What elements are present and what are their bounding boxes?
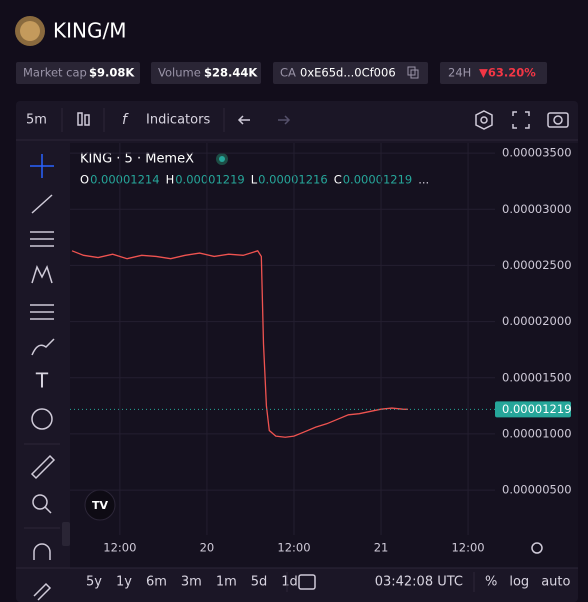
settings-icon — [480, 116, 488, 124]
ohlc-value: 0.00001219 — [175, 173, 245, 187]
redo-icon[interactable] — [278, 115, 291, 125]
brush-tool[interactable] — [31, 338, 55, 356]
pattern-tool[interactable] — [31, 265, 53, 284]
x-tick-label: 12:00 — [451, 541, 484, 555]
stat-value: $28.44K — [204, 66, 258, 80]
magnet-tool[interactable] — [33, 543, 51, 560]
stat-label: Volume — [158, 66, 201, 80]
x-tick-label: 12:00 — [277, 541, 310, 555]
ohlc-legend: O 0.00001214 H 0.00001219 L 0.00001216 C 0.0000… — [80, 173, 429, 187]
scale-option[interactable]: log — [509, 575, 529, 590]
indicators-button[interactable]: Indicators — [146, 113, 210, 128]
zoom-tool[interactable] — [32, 494, 48, 510]
ohlc-value: 0.00001219 — [343, 173, 413, 187]
y-tick-label: 0.00001000 — [502, 426, 572, 440]
range-button[interactable]: 1d — [281, 575, 298, 590]
scale-option[interactable]: auto — [541, 575, 570, 590]
stat-pill — [440, 62, 547, 84]
y-tick-label: 0.00000500 — [502, 483, 572, 497]
stat-value: ▼63.20% — [479, 66, 536, 80]
copy-icon — [410, 69, 419, 79]
range-button[interactable]: 5y — [86, 575, 102, 590]
y-tick-label: 0.00003500 — [502, 146, 572, 160]
y-tick-label: 0.00001500 — [502, 370, 572, 384]
ohlc-key: H — [166, 173, 175, 187]
stat-pill — [16, 62, 140, 84]
fx-icon: f — [122, 112, 129, 128]
text-tool[interactable]: T — [35, 369, 49, 393]
ohlc-value: 0.00001214 — [90, 173, 160, 187]
fullscreen-icon[interactable] — [512, 111, 530, 129]
y-tick-label: 0.00002000 — [502, 314, 572, 328]
stat-pill — [151, 62, 261, 84]
ohlc-more: ... — [418, 173, 429, 187]
plot-background — [70, 143, 578, 568]
stat-value: 0xE65d...0Cf006 — [300, 66, 396, 80]
undo-icon — [237, 115, 244, 125]
ohlc-key: L — [251, 173, 258, 187]
ohlc-value: 0.00001216 — [258, 173, 328, 187]
stat-value: $9.08K — [89, 66, 135, 80]
interval-button[interactable]: 5m — [26, 113, 47, 128]
scale-options: % log auto — [485, 575, 570, 590]
stat-pill[interactable] — [273, 62, 428, 84]
axis-settings-icon[interactable] — [531, 542, 543, 554]
last-price-tag — [495, 401, 571, 418]
range-button[interactable]: 6m — [146, 575, 167, 590]
status-dot — [219, 156, 225, 162]
screenshot-icon[interactable] — [547, 112, 569, 128]
scale-option[interactable]: % — [485, 575, 497, 590]
collapse-handle[interactable] — [62, 522, 70, 546]
x-tick-label: 12:00 — [103, 541, 136, 555]
settings-icon[interactable] — [475, 110, 493, 130]
range-buttons: 5y 1y 6m 3m 1m 5d 1d — [86, 575, 298, 590]
screenshot-icon — [553, 115, 563, 125]
x-tick-label: 21 — [374, 541, 389, 555]
stat-label: CA — [280, 66, 296, 80]
range-button[interactable]: 3m — [181, 575, 202, 590]
last-price-label: 0.00001219 — [502, 402, 572, 416]
chart-title: KING · 5 · MemeX — [80, 152, 194, 167]
clock: 03:42:08 UTC — [375, 575, 463, 590]
date-range-icon[interactable] — [298, 574, 316, 590]
range-button[interactable]: 1m — [216, 575, 237, 590]
tv-logo-text: TV — [92, 499, 109, 512]
candle-icon — [84, 114, 90, 126]
zoom-tool — [44, 506, 52, 514]
lock-tool[interactable] — [33, 582, 52, 601]
y-tick-label: 0.00003000 — [502, 202, 572, 216]
pair-title: KING/M — [53, 19, 126, 43]
price-line — [71, 250, 408, 438]
x-tick-label: 20 — [200, 541, 215, 555]
stat-label: 24H — [448, 66, 471, 80]
token-avatar-inner — [20, 21, 40, 41]
crosshair-tool[interactable] — [30, 154, 54, 178]
range-button[interactable]: 1y — [116, 575, 132, 590]
ohlc-key: O — [80, 173, 89, 187]
fib-tool[interactable] — [30, 231, 54, 247]
ruler-tool[interactable] — [30, 454, 56, 480]
trendline-tool[interactable] — [31, 194, 53, 214]
emoji-tool[interactable] — [31, 408, 53, 430]
range-button[interactable]: 5d — [251, 575, 268, 590]
y-tick-label: 0.00002500 — [502, 258, 572, 272]
projection-tool[interactable] — [30, 304, 54, 320]
candle-icon[interactable] — [77, 112, 83, 126]
stat-label: Market cap — [23, 66, 87, 80]
ohlc-key: C — [334, 173, 342, 187]
